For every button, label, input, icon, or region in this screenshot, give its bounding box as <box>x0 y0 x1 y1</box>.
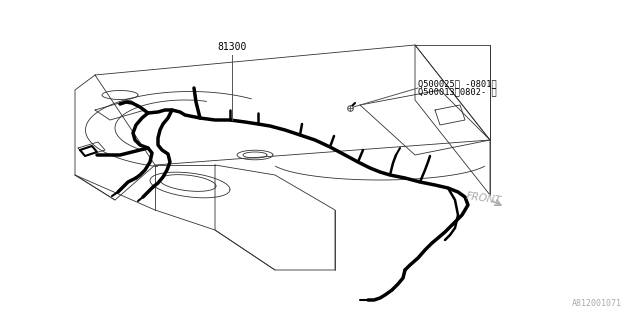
Text: A812001071: A812001071 <box>572 299 622 308</box>
Text: FRONT: FRONT <box>465 191 502 205</box>
Text: 81300: 81300 <box>218 42 246 52</box>
Text: Q500013（0802- ）: Q500013（0802- ） <box>418 87 497 96</box>
Text: Q500025（ -0801）: Q500025（ -0801） <box>418 79 497 88</box>
